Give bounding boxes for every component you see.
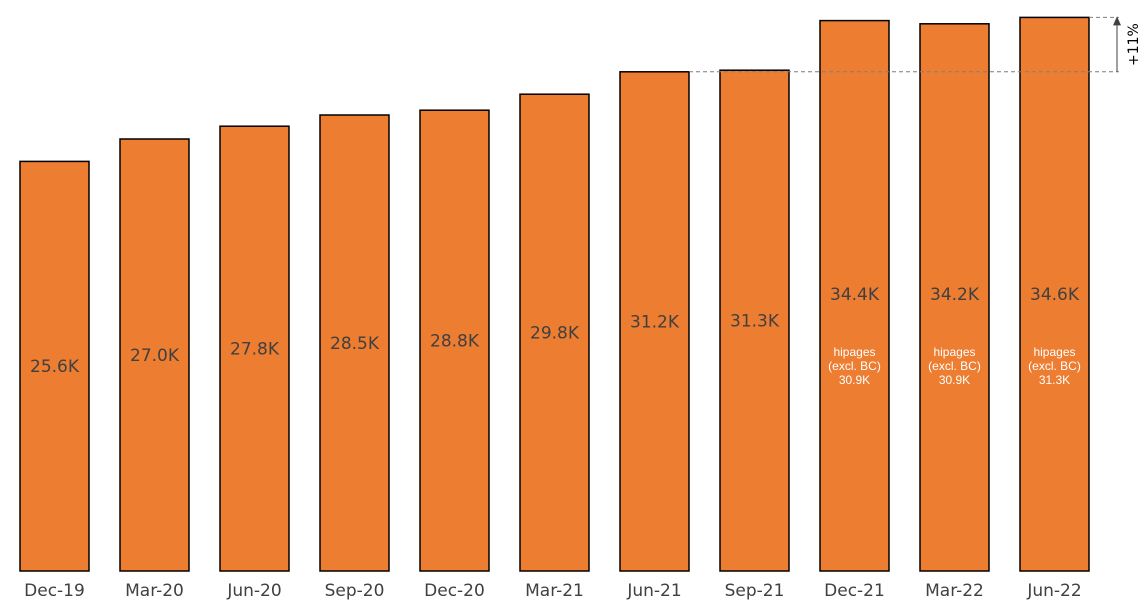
bar-mar-20 [119, 138, 190, 572]
x-tick-label-jun-22: Jun-22 [1026, 581, 1081, 601]
sub-label-jun-22-line-0: hipages [1033, 345, 1075, 359]
bar-dec-20 [419, 109, 490, 572]
value-label-jun-20: 27.8K [230, 340, 280, 360]
value-label-jun-22: 34.6K [1030, 285, 1080, 305]
bar-mar-21 [519, 93, 590, 572]
sub-label-mar-22-line-1: (excl. BC) [928, 359, 981, 373]
bar-jun-22 [1019, 16, 1090, 572]
growth-annotation: +11% [689, 16, 1142, 73]
sub-label-mar-22-line-2: 30.9K [939, 373, 970, 387]
value-label-jun-21: 31.2K [630, 312, 680, 332]
value-label-dec-21: 34.4K [830, 285, 880, 305]
sub-label-dec-21-line-0: hipages [833, 345, 875, 359]
x-tick-label-dec-20: Dec-20 [424, 581, 485, 601]
bar-dec-19 [19, 160, 90, 572]
sub-label-dec-21-line-2: 30.9K [839, 373, 870, 387]
value-label-mar-21: 29.8K [530, 324, 580, 344]
value-label-sep-21: 31.3K [730, 312, 780, 332]
bar-jun-20 [219, 125, 290, 572]
x-tick-label-mar-21: Mar-21 [525, 581, 584, 601]
x-tick-label-sep-20: Sep-20 [325, 581, 385, 601]
growth-label: +11% [1126, 23, 1142, 66]
value-label-mar-22: 34.2K [930, 285, 980, 305]
x-tick-label-mar-22: Mar-22 [925, 581, 984, 601]
sub-label-jun-22-line-2: 31.3K [1039, 373, 1070, 387]
x-tick-label-dec-21: Dec-21 [824, 581, 885, 601]
sub-label-dec-21-line-1: (excl. BC) [828, 359, 881, 373]
bars-group [19, 16, 1090, 572]
value-label-mar-20: 27.0K [130, 346, 180, 366]
sub-label-jun-22-line-1: (excl. BC) [1028, 359, 1081, 373]
x-tick-label-jun-21: Jun-21 [626, 581, 681, 601]
x-tick-label-jun-20: Jun-20 [226, 581, 281, 601]
x-tick-label-dec-19: Dec-19 [24, 581, 85, 601]
x-tick-label-sep-21: Sep-21 [725, 581, 785, 601]
bar-sep-20 [319, 114, 390, 572]
bar-jun-21 [619, 71, 690, 572]
bar-dec-21 [819, 19, 890, 572]
sub-label-mar-22-line-0: hipages [933, 345, 975, 359]
labels-group: Dec-19 25.6K Mar-20 27.0K Jun-20 27.8K Sep-20 2… [24, 285, 1082, 601]
bar-mar-22 [919, 23, 990, 572]
value-label-dec-19: 25.6K [30, 357, 80, 377]
value-label-dec-20: 28.8K [430, 332, 480, 352]
value-label-sep-20: 28.5K [330, 334, 380, 354]
growth-arrow-head [1113, 16, 1121, 26]
x-tick-label-mar-20: Mar-20 [125, 581, 184, 601]
bar-sep-21 [719, 69, 790, 572]
